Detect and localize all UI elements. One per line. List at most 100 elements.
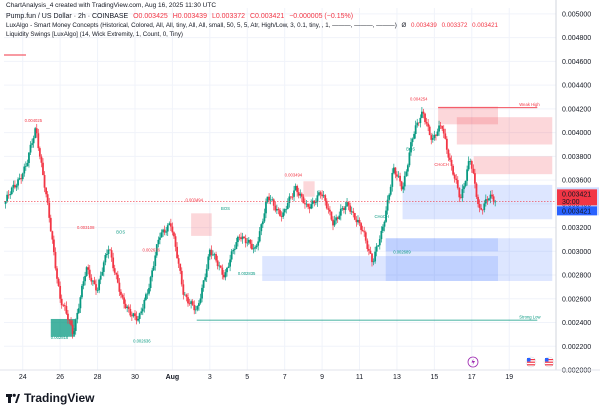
candle-body <box>74 319 77 331</box>
candle-body <box>135 316 138 321</box>
candle-body <box>46 194 49 203</box>
candle <box>87 264 90 275</box>
candle-body <box>215 254 217 261</box>
liquidity-levels: Weak High Strong Low <box>4 54 541 321</box>
candle <box>358 217 361 227</box>
candle-body <box>247 239 250 243</box>
candle-body <box>56 268 58 279</box>
swing-label: 0.004254 <box>410 97 428 102</box>
candle <box>194 305 197 314</box>
candle-body <box>81 285 83 298</box>
candle-body <box>251 243 253 250</box>
candle <box>316 190 319 207</box>
candle <box>207 254 210 271</box>
time-tick-label: 7 <box>283 374 287 381</box>
candle-body <box>144 294 147 300</box>
symbol-name[interactable]: Pump.fun / US Dollar · 2h · COINBASE <box>6 13 129 20</box>
candle-body <box>49 217 52 232</box>
candle <box>461 184 464 202</box>
candle-body <box>380 230 383 240</box>
candle <box>124 299 127 310</box>
candle <box>494 199 497 207</box>
candle <box>81 283 83 300</box>
candle <box>310 199 313 210</box>
candle-body <box>477 196 479 204</box>
candle-body <box>447 149 450 158</box>
zone-demand <box>385 238 553 281</box>
candles <box>4 106 497 339</box>
candle <box>375 243 378 257</box>
candle-body <box>71 324 74 334</box>
candle <box>76 308 79 324</box>
candle-body <box>349 205 352 212</box>
time-axis[interactable]: 24 26 28 30 Aug 3 5 7 9 11 13 15 17 19 <box>0 369 600 381</box>
candle-body <box>160 232 163 238</box>
ohlc-low: L0.003372 <box>211 13 246 20</box>
time-tick-label: 24 <box>19 374 27 381</box>
candle-body <box>52 239 55 253</box>
candle-body <box>260 224 263 232</box>
candle <box>247 237 250 245</box>
price-tick-label: 0.004800 <box>562 35 591 42</box>
candle <box>405 169 408 177</box>
candle-body <box>185 294 188 298</box>
price-tag-box-2 <box>557 206 597 216</box>
candle <box>176 242 178 259</box>
us-flag-icon <box>543 356 555 368</box>
chart-credit: ChartAnalysis_4 created with TradingView… <box>6 2 217 9</box>
candle <box>240 232 242 242</box>
candle <box>182 279 185 300</box>
candle <box>257 236 260 251</box>
candle-body <box>179 263 182 271</box>
candle-body <box>173 232 175 237</box>
indicator-smc[interactable]: LuxAlgo - Smart Money Concepts (Historic… <box>6 21 501 30</box>
candle <box>333 215 336 227</box>
candle <box>336 216 339 223</box>
candle <box>442 125 445 139</box>
candle <box>486 196 489 205</box>
candle-body <box>308 206 311 209</box>
candle-body <box>107 249 110 254</box>
candle <box>484 194 487 207</box>
candle <box>141 303 144 316</box>
candle <box>116 270 119 284</box>
candle <box>222 270 225 280</box>
candle <box>456 176 459 190</box>
candle <box>31 138 33 148</box>
candle-body <box>266 196 269 202</box>
candle <box>236 235 239 247</box>
zone-supply <box>438 106 498 125</box>
candle <box>431 133 434 143</box>
candle <box>106 249 108 258</box>
event-icons[interactable] <box>467 356 555 368</box>
candle-body <box>386 199 389 211</box>
candle-body <box>177 258 180 264</box>
candle-body <box>385 210 387 222</box>
candle-body <box>24 166 27 167</box>
candle-body <box>489 194 492 199</box>
candle <box>269 195 272 205</box>
candle-body <box>346 202 348 207</box>
candle-body <box>455 178 458 181</box>
indicator-liquidity-swings[interactable]: Liquidity Swings [LuxAlgo] (14, Wick Ext… <box>6 30 186 39</box>
chart-grid <box>4 0 557 371</box>
candle <box>67 309 69 324</box>
candle-body <box>377 245 380 247</box>
tradingview-brand[interactable]: TradingView <box>6 391 94 405</box>
candle-body <box>325 200 328 209</box>
tradingview-logo-icon <box>6 393 20 403</box>
candle <box>321 190 324 200</box>
candle-body <box>353 213 356 220</box>
candle-body <box>469 161 472 162</box>
candle <box>339 204 342 221</box>
candle-body <box>70 320 72 325</box>
candle <box>291 193 294 200</box>
candle-body <box>410 142 412 153</box>
candle <box>40 154 43 168</box>
candle-body <box>383 221 386 227</box>
candle <box>308 203 311 214</box>
candle <box>372 258 375 266</box>
candle <box>341 206 344 211</box>
candle-body <box>146 293 149 295</box>
